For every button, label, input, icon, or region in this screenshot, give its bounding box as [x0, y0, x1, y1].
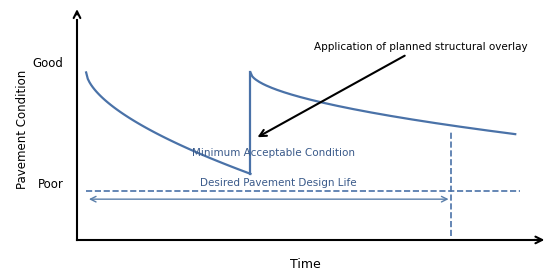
Text: Poor: Poor [37, 178, 63, 191]
Text: Application of planned structural overlay: Application of planned structural overla… [260, 42, 528, 136]
Text: Pavement Condition: Pavement Condition [16, 70, 29, 189]
Text: Desired Pavement Design Life: Desired Pavement Design Life [200, 178, 356, 188]
Text: Time: Time [290, 258, 321, 271]
Text: Good: Good [32, 57, 63, 70]
Text: Minimum Acceptable Condition: Minimum Acceptable Condition [192, 148, 355, 158]
